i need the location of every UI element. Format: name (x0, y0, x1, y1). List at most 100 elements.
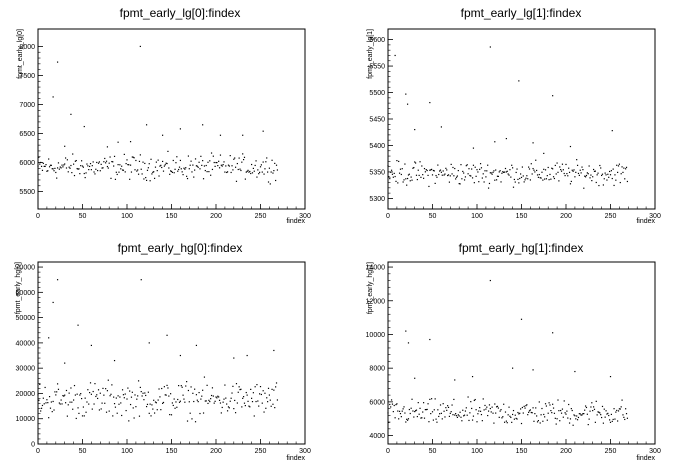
data-point (495, 179, 498, 181)
data-point (575, 418, 577, 420)
data-point (391, 173, 394, 175)
data-point (272, 172, 274, 174)
data-point (239, 168, 241, 170)
data-point (101, 402, 103, 404)
data-point (239, 389, 241, 391)
y-tick-label: 10000 (16, 416, 36, 423)
data-point (50, 401, 52, 403)
data-point (204, 400, 206, 402)
data-point (487, 187, 490, 189)
data-point (150, 415, 152, 417)
data-point (557, 171, 559, 173)
data-point (234, 399, 236, 402)
data-point (257, 169, 259, 171)
data-point (121, 165, 123, 167)
data-point (269, 399, 271, 401)
data-point (48, 337, 50, 339)
data-point (574, 415, 576, 417)
data-point (128, 164, 130, 166)
data-point (153, 412, 156, 414)
data-point (110, 393, 112, 395)
data-point (121, 389, 124, 391)
data-point (581, 166, 583, 168)
data-point (476, 169, 478, 171)
data-point (64, 157, 67, 159)
data-point (588, 165, 590, 167)
data-point (399, 412, 402, 415)
data-point (474, 166, 476, 168)
data-point (489, 172, 491, 174)
data-point (168, 395, 170, 397)
data-point (40, 407, 43, 409)
data-point (243, 156, 246, 158)
data-point (600, 414, 602, 416)
data-point (136, 170, 138, 172)
data-point (620, 406, 622, 408)
data-point (576, 164, 579, 166)
data-point (612, 168, 614, 170)
data-point (492, 412, 494, 414)
data-point (520, 176, 523, 179)
data-point (463, 415, 465, 417)
data-point (68, 392, 70, 394)
data-point (508, 174, 510, 176)
data-point (88, 169, 90, 171)
data-point (145, 124, 148, 126)
y-tick-label: 12000 (366, 298, 386, 305)
data-point (95, 168, 97, 170)
data-point (50, 164, 52, 166)
data-point (506, 422, 508, 424)
data-point (406, 177, 409, 180)
data-point (494, 141, 496, 143)
data-point (605, 174, 607, 176)
data-point (572, 170, 574, 172)
data-point (76, 167, 78, 170)
data-point (240, 388, 242, 390)
data-point (450, 163, 452, 166)
data-point (538, 173, 540, 176)
data-point (535, 407, 537, 409)
data-point (407, 418, 410, 420)
data-point (622, 414, 624, 416)
data-point (454, 379, 456, 381)
data-point (604, 172, 606, 174)
data-point (439, 404, 442, 406)
data-point (601, 416, 603, 419)
data-point (46, 170, 48, 172)
data-point (418, 174, 420, 177)
data-point (456, 416, 459, 418)
data-point (492, 171, 494, 173)
data-point (267, 401, 269, 403)
data-point (390, 171, 392, 173)
data-point (152, 171, 154, 173)
data-point (58, 402, 60, 404)
data-point (158, 175, 160, 177)
data-point (425, 169, 427, 171)
data-point (620, 173, 622, 175)
data-point (68, 166, 70, 168)
data-point (413, 416, 415, 418)
data-point (400, 173, 402, 176)
data-point (38, 399, 40, 401)
data-point (498, 416, 500, 418)
data-point (484, 404, 486, 407)
data-point (125, 162, 127, 165)
data-point (123, 153, 125, 156)
data-point (259, 171, 261, 173)
y-axis-label: fpmt_early_hg[0] (15, 262, 22, 314)
data-point (412, 410, 414, 412)
data-point (241, 406, 243, 408)
data-point (124, 171, 126, 173)
data-point (556, 418, 558, 420)
data-point (196, 165, 198, 167)
data-point (162, 402, 164, 404)
data-point (454, 167, 456, 170)
data-point (114, 178, 117, 180)
data-point (219, 154, 222, 156)
y-tick-label: 30000 (16, 366, 36, 373)
data-point (618, 163, 620, 165)
data-point (142, 392, 144, 394)
data-point (590, 174, 592, 176)
data-point (113, 396, 115, 398)
data-point (131, 156, 133, 158)
